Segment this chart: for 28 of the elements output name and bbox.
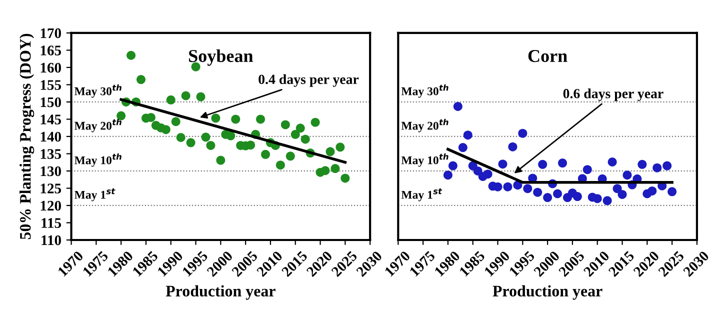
ref-line-label: May 20$^{th}$ <box>74 118 122 132</box>
y-tick-label: 120 <box>40 200 61 211</box>
y-tick-label: 110 <box>42 235 61 246</box>
x-axis-title: Production year <box>492 285 602 300</box>
ref-line-label: May 10$^{th}$ <box>74 153 122 167</box>
y-tick-label: 160 <box>40 62 61 73</box>
y-tick-label: 170 <box>40 28 61 38</box>
annotation: 0.4 days per year <box>258 74 359 87</box>
text: Soybean <box>189 49 254 66</box>
y-tick-label: 165 <box>40 46 62 56</box>
y-tick-label: 135 <box>40 149 62 159</box>
ref-line-label: May 30$^{th}$ <box>401 84 448 98</box>
y-tick-label: 140 <box>40 132 61 142</box>
y-tick-label: 130 <box>40 166 61 176</box>
ref-line-label: May 30$^{th}$ <box>74 84 122 98</box>
y-axis-title: 50% Planting Progress (DOY) <box>20 34 34 240</box>
y-tick-label: 125 <box>40 184 62 194</box>
ref-line-label: May 1$^{st}$ <box>401 188 442 202</box>
ref-line-label: May 20$^{th}$ <box>401 118 448 132</box>
annotation: 0.6 days per year <box>563 88 664 102</box>
y-tick-label: 115 <box>42 218 62 228</box>
y-tick-label: 145 <box>40 114 62 124</box>
x-axis-title: Production year <box>166 285 276 300</box>
text: Corn <box>528 50 568 62</box>
ref-line-label: May 10$^{th}$ <box>401 153 448 167</box>
y-tick-label: 155 <box>40 80 62 90</box>
ref-line-label: May 1$^{st}$ <box>74 188 116 202</box>
y-tick-label: 150 <box>40 97 61 108</box>
